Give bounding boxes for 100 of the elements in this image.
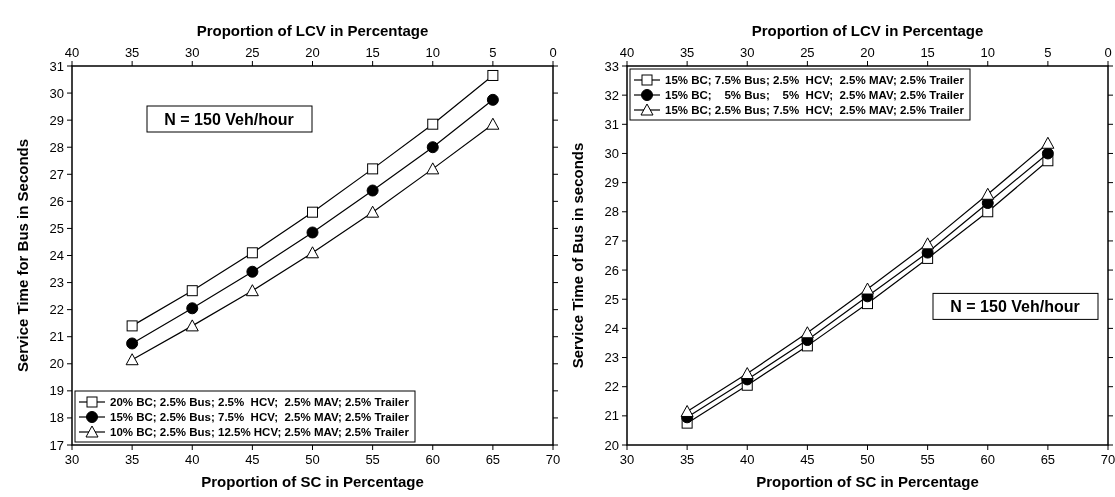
point [1041, 136, 1055, 149]
x-tick-label: 45 [245, 452, 260, 467]
point [186, 302, 199, 315]
point [246, 247, 258, 259]
x2-tick-label: 40 [64, 45, 80, 60]
annotation: N = 150 Veh/hour [950, 298, 1080, 316]
y-tick-label: 24 [49, 248, 64, 264]
x-tick-label: 50 [305, 452, 320, 467]
annotation: N = 150 Veh/hour [164, 111, 294, 128]
x-tick-label: 70 [1100, 452, 1115, 467]
x2-tick-label: 10 [425, 45, 440, 60]
y-tick-label: 29 [604, 175, 619, 191]
x-axis-title: Proportion of SC in Percentage [756, 473, 979, 490]
point [486, 93, 499, 106]
point [800, 326, 814, 339]
y-tick-label: 17 [49, 437, 64, 453]
x-axis-title: Proportion of SC in Percentage [201, 473, 424, 490]
y-tick-label: 18 [49, 410, 64, 426]
x2-tick-label: 15 [365, 45, 380, 60]
x2-tick-label: 20 [305, 45, 320, 60]
y-tick-label: 22 [49, 302, 64, 318]
x2-tick-label: 30 [185, 45, 200, 60]
legend-label: 15% BC; 5% Bus; 5% HCV; 2.5% MAV; 2.5% Trailer [665, 89, 965, 102]
legend-label: 15% BC; 7.5% Bus; 2.5% HCV; 2.5% MAV; 2.5% Trailer [665, 74, 965, 87]
x-tick-label: 50 [860, 452, 875, 467]
y-tick-label: 19 [49, 383, 64, 399]
x2-tick-label: 10 [980, 45, 995, 60]
x2-tick-label: 35 [679, 45, 695, 60]
y-tick-label: 29 [49, 112, 64, 128]
y-tick-label: 32 [604, 87, 619, 103]
y-tick-label: 23 [49, 275, 64, 291]
x2-tick-label: 5 [489, 45, 497, 60]
point [426, 162, 440, 175]
y-tick-label: 25 [604, 291, 619, 307]
point [1041, 147, 1054, 160]
point [307, 206, 318, 218]
point [306, 246, 319, 259]
y-axis-title: Service Time for Bus in Seconds [14, 138, 31, 373]
point [126, 337, 139, 350]
legend-label: 10% BC; 2.5% Bus; 12.5% HCV; 2.5% MAV; 2.5% Trailer [110, 426, 410, 439]
x2-axis-title: Proportion of LCV in Percentage [751, 22, 984, 39]
x-tick-label: 40 [740, 452, 755, 467]
point [921, 237, 935, 250]
point [125, 353, 139, 366]
legend-label: 15% BC; 2.5% Bus; 7.5% HCV; 2.5% MAV; 2.5% Trailer [110, 411, 410, 424]
y-tick-label: 22 [604, 379, 619, 395]
point [861, 282, 874, 295]
point [680, 404, 694, 417]
x-tick-label: 60 [980, 452, 995, 467]
point [426, 141, 439, 154]
x2-tick-label: 20 [860, 45, 875, 60]
x-tick-label: 55 [920, 452, 935, 467]
y-tick-label: 28 [604, 204, 619, 220]
x2-axis-title: Proportion of LCV in Percentage [196, 22, 429, 39]
x2-tick-label: 35 [124, 45, 140, 60]
y-tick-label: 31 [604, 116, 619, 132]
y-tick-label: 33 [604, 58, 619, 74]
y-tick-label: 27 [49, 166, 64, 182]
y-tick-label: 20 [604, 437, 619, 453]
point [186, 285, 198, 297]
x-tick-label: 55 [365, 452, 380, 467]
x2-tick-label: 25 [800, 45, 815, 60]
y-tick-label: 26 [604, 262, 619, 278]
x-tick-label: 65 [1040, 452, 1056, 467]
x-tick-label: 60 [425, 452, 440, 467]
x-tick-label: 40 [185, 452, 200, 467]
x2-tick-label: 0 [1104, 45, 1112, 60]
point [306, 226, 319, 239]
x-tick-label: 65 [485, 452, 501, 467]
x-tick-label: 35 [124, 452, 140, 467]
y-tick-label: 20 [49, 356, 64, 372]
y-axis-title: Service Time of Bus in seconds [569, 142, 586, 369]
legend-label: 15% BC; 2.5% Bus; 7.5% HCV; 2.5% MAV; 2.5% Trailer [665, 104, 965, 117]
x-tick-label: 70 [545, 452, 561, 467]
x2-tick-label: 0 [549, 45, 557, 60]
x2-tick-label: 40 [619, 45, 635, 60]
x2-tick-label: 5 [1044, 45, 1052, 60]
y-tick-label: 21 [604, 408, 619, 424]
y-tick-label: 24 [604, 320, 619, 336]
y-tick-label: 30 [49, 85, 64, 101]
y-tick-label: 23 [604, 350, 619, 366]
legend-label: 20% BC; 2.5% Bus; 2.5% HCV; 2.5% MAV; 2.5% Trailer [110, 396, 410, 409]
point [246, 265, 259, 278]
y-tick-label: 31 [49, 58, 64, 74]
y-tick-label: 25 [49, 220, 64, 236]
point [367, 163, 379, 175]
point [740, 367, 754, 380]
y-tick-label: 21 [49, 329, 64, 345]
x2-tick-label: 25 [245, 45, 260, 60]
point [427, 118, 439, 130]
y-tick-label: 27 [604, 233, 619, 249]
y-tick-label: 26 [49, 193, 64, 209]
point [126, 320, 138, 332]
point [185, 319, 199, 332]
point [486, 117, 500, 130]
point [981, 187, 995, 200]
point [487, 69, 499, 81]
x-tick-label: 45 [800, 452, 815, 467]
x2-tick-label: 30 [740, 45, 755, 60]
x-tick-label: 30 [619, 452, 635, 467]
